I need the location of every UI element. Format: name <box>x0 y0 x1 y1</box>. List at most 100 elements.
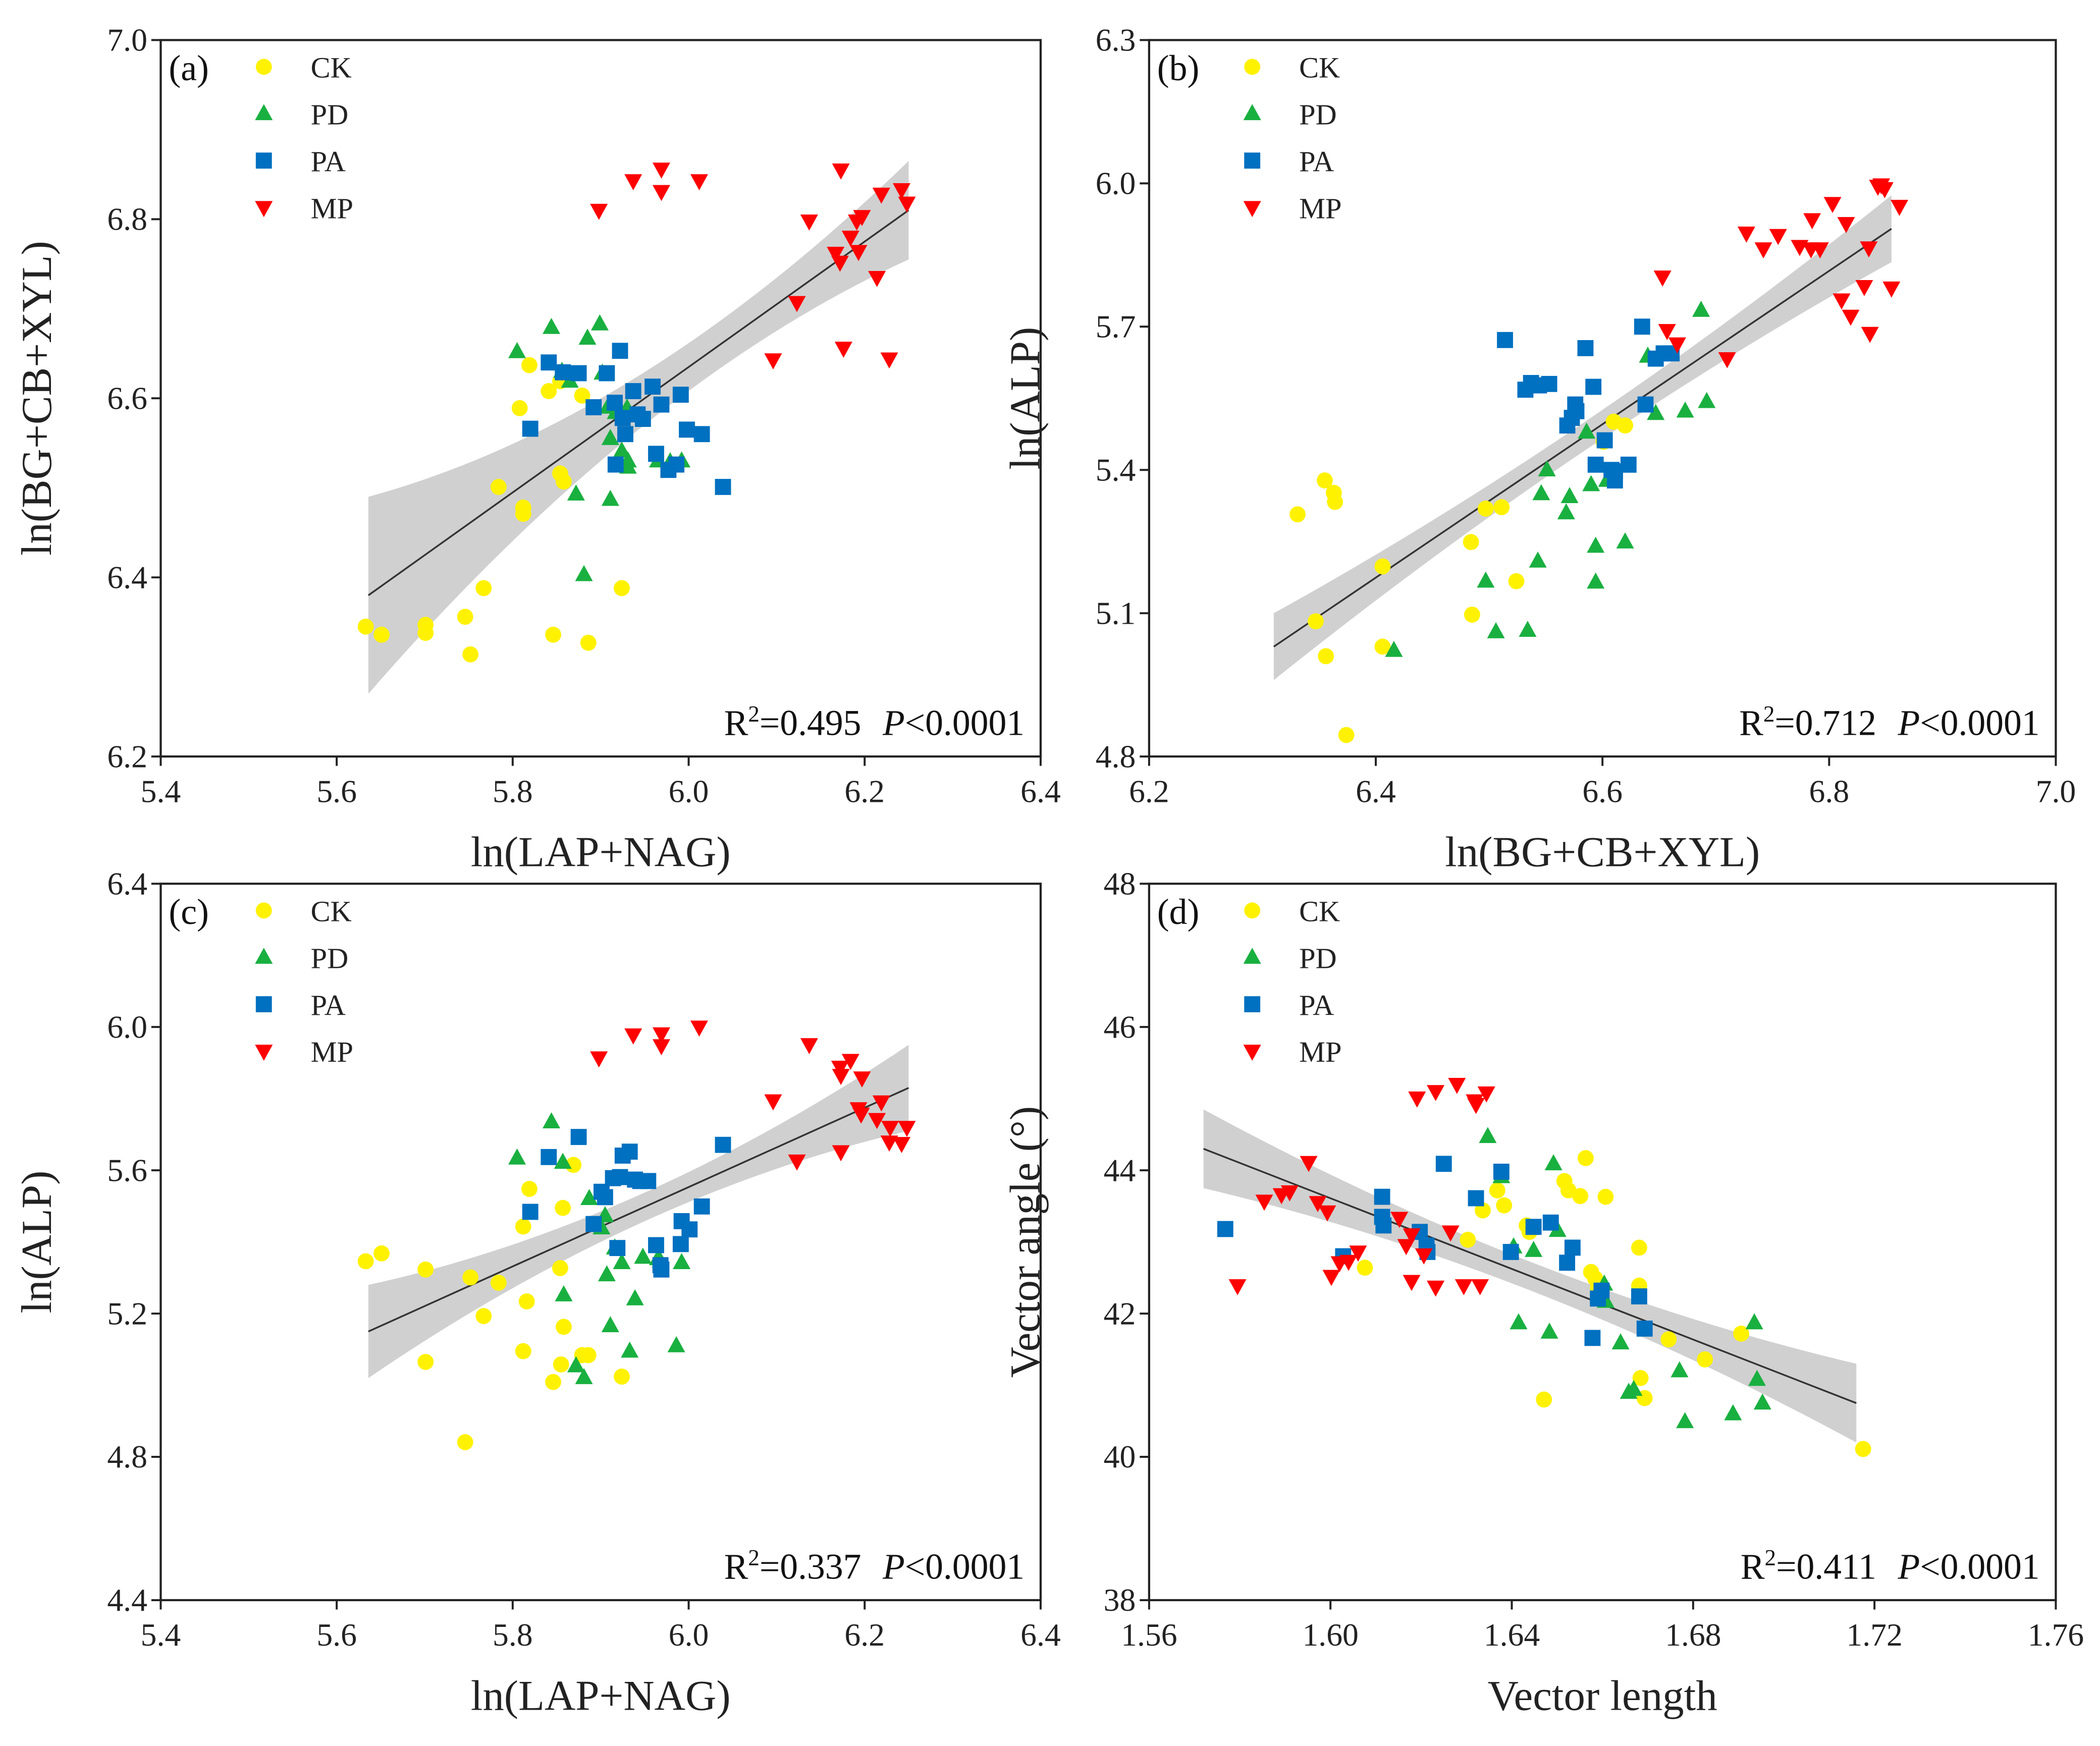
data-point-pd <box>1647 404 1665 420</box>
data-point-pd <box>598 1265 616 1282</box>
data-point-mp <box>652 162 670 179</box>
x-tick-label: 6.2 <box>1129 773 1169 809</box>
y-tick-label: 6.6 <box>107 380 147 416</box>
legend-label-pd: PD <box>1299 98 1337 131</box>
data-point-mp <box>1653 270 1672 287</box>
x-tick-label: 6.2 <box>844 1617 885 1653</box>
data-point-ck <box>1536 1391 1552 1408</box>
data-point-mp <box>1300 1156 1318 1172</box>
r2-value: =0.712 <box>1774 703 1876 743</box>
x-tick-label: 5.6 <box>316 773 357 809</box>
data-point-pd <box>1479 1127 1497 1143</box>
confidence-band <box>368 160 909 694</box>
data-point-mp <box>1891 200 1909 216</box>
x-tick-label: 1.72 <box>1846 1617 1902 1653</box>
data-point-pa <box>1587 456 1604 473</box>
legend: CK PD PA MP <box>1243 895 1341 1068</box>
legend-marker-ck <box>1244 902 1261 919</box>
x-tick-label: 1.56 <box>1121 1617 1177 1653</box>
data-point-ck <box>555 1199 571 1216</box>
data-point-mp <box>1842 309 1860 326</box>
legend-marker-pd <box>255 104 273 121</box>
data-point-mp <box>849 245 868 261</box>
data-point-ck <box>1632 1370 1649 1386</box>
r2-value: =0.495 <box>760 703 861 743</box>
legend-marker-pa <box>1244 152 1261 169</box>
data-point-mp <box>1860 241 1878 258</box>
legend-label-pa: PA <box>1299 145 1334 178</box>
series-pa <box>1497 318 1680 488</box>
data-point-mp <box>690 174 708 191</box>
data-point-pa <box>1585 378 1602 395</box>
y-axis-label: ln(ALP) <box>13 1171 61 1314</box>
data-point-pd <box>590 314 609 331</box>
data-point-pd <box>1753 1393 1771 1410</box>
data-point-ck <box>1496 1197 1513 1214</box>
data-point-ck <box>515 1218 531 1235</box>
x-axis-label: ln(BG+CB+XYL) <box>1445 829 1760 876</box>
data-point-mp <box>1471 1279 1489 1295</box>
legend-marker-mp <box>255 201 273 217</box>
data-point-pa <box>693 426 710 443</box>
data-point-mp <box>764 1094 782 1111</box>
p-label: P <box>1897 1547 1920 1587</box>
data-point-pd <box>613 1253 631 1270</box>
data-point-pd <box>1560 487 1579 503</box>
data-point-mp <box>624 174 642 191</box>
data-point-pa <box>522 420 539 437</box>
data-point-ck <box>1338 727 1355 743</box>
data-point-ck <box>1493 499 1510 515</box>
legend-marker-ck <box>255 59 272 75</box>
y-tick-label: 6.2 <box>107 738 147 774</box>
data-point-ck <box>1308 613 1324 630</box>
data-point-pd <box>601 1316 619 1332</box>
data-point-ck <box>565 1157 582 1173</box>
data-point-pa <box>1375 1217 1392 1234</box>
legend-marker-pa <box>255 152 272 169</box>
data-point-ck <box>1631 1239 1647 1256</box>
x-tick-label: 6.0 <box>669 1617 709 1653</box>
x-tick-label: 1.76 <box>2028 1617 2084 1653</box>
r2-label: R <box>1739 703 1763 743</box>
y-tick-label: 4.4 <box>107 1582 147 1618</box>
data-point-pa <box>609 1240 626 1257</box>
data-point-pd <box>1625 1380 1643 1396</box>
p-value: <0.0001 <box>905 1547 1025 1587</box>
data-point-pd <box>1616 532 1634 549</box>
data-point-mp <box>1280 1185 1299 1202</box>
data-point-mp <box>1415 1248 1433 1265</box>
data-point-ck <box>417 1261 434 1278</box>
r2-label: R <box>1741 1547 1765 1587</box>
data-point-pd <box>567 1356 585 1373</box>
data-point-mp <box>832 1145 850 1162</box>
y-tick-label: 5.4 <box>1096 452 1136 487</box>
data-point-pd <box>1671 1361 1689 1378</box>
plot-frame <box>1148 883 2057 1602</box>
data-point-mp <box>1397 1239 1415 1256</box>
data-point-mp <box>652 1039 670 1056</box>
regression-line <box>1203 1148 1857 1404</box>
data-point-pd <box>555 1285 573 1301</box>
data-point-mp <box>831 255 849 272</box>
data-point-pa <box>621 1143 638 1160</box>
p-label: P <box>1897 703 1920 743</box>
data-point-pd <box>508 1148 526 1165</box>
data-point-ck <box>521 357 537 373</box>
data-point-ck <box>553 1356 569 1373</box>
data-point-mp <box>788 1154 806 1171</box>
data-point-ck <box>1318 648 1334 665</box>
x-tick-label: 5.4 <box>141 773 181 809</box>
legend-marker-mp <box>255 1045 273 1061</box>
data-point-pa <box>672 387 689 403</box>
data-point-mp <box>1477 1086 1495 1103</box>
data-point-mp <box>764 353 782 370</box>
data-point-pa <box>1620 456 1637 473</box>
data-point-pa <box>672 1236 689 1252</box>
y-tick-label: 6.0 <box>1096 166 1136 201</box>
legend-marker-pa <box>1244 996 1261 1012</box>
data-point-mp <box>1441 1225 1460 1242</box>
data-point-pd <box>1745 1313 1763 1330</box>
p-value: <0.0001 <box>1920 703 2039 743</box>
data-point-ck <box>462 1269 479 1286</box>
data-point-pd <box>601 489 619 506</box>
